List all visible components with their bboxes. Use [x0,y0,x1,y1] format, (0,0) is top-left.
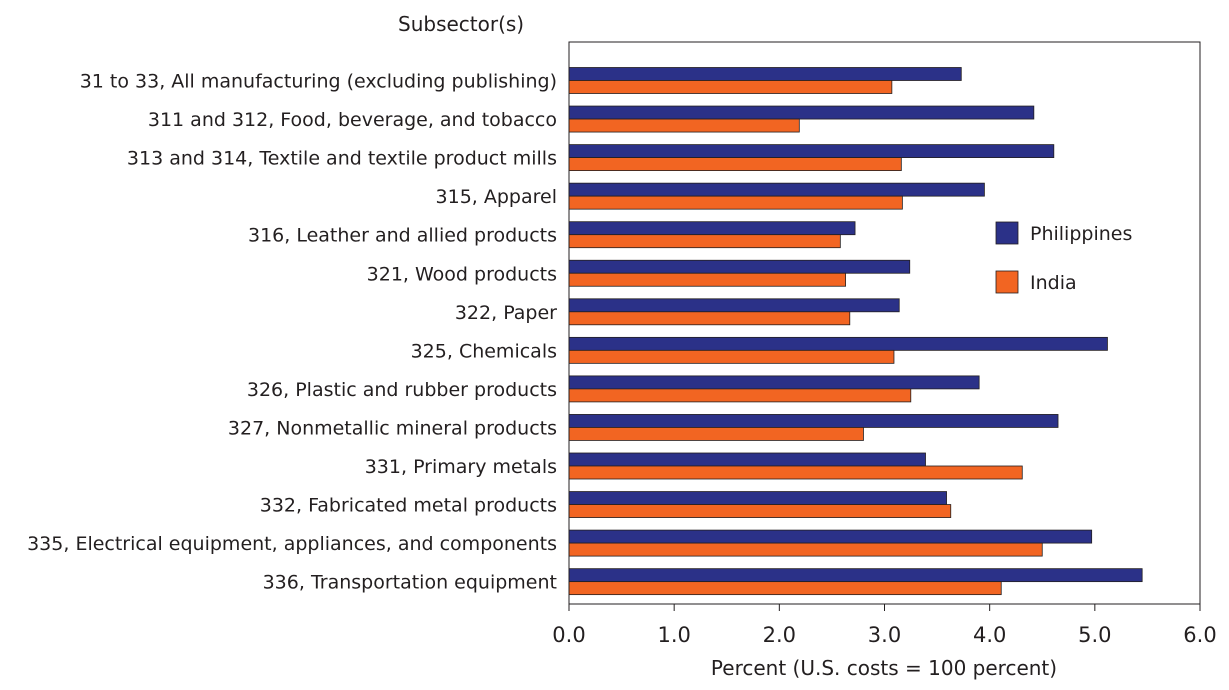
x-axis-title: Percent (U.S. costs = 100 percent) [711,656,1057,680]
legend-swatch-philippines [995,221,1019,245]
bar-india-3 [568,195,903,210]
category-labels: 31 to 33, All manufacturing (excluding p… [27,71,557,594]
bars-group [568,67,1143,596]
bar-philippines-6 [568,298,900,313]
bar-philippines-3 [568,182,985,197]
category-label: 331, Primary metals [365,456,557,478]
bar-india-7 [568,349,895,364]
x-tick-label: 5.0 [1078,623,1111,647]
category-label: 311 and 312, Food, beverage, and tobacco [148,109,557,131]
bar-india-10 [568,465,1023,480]
bar-india-6 [568,311,851,326]
category-label: 321, Wood products [367,263,557,285]
x-tick-label: 2.0 [763,623,796,647]
category-label: 322, Paper [455,302,557,324]
bar-philippines-11 [568,491,947,505]
category-label: 326, Plastic and rubber products [247,379,557,401]
bar-india-2 [568,157,902,172]
bar-india-4 [568,234,841,249]
bar-philippines-0 [568,67,962,81]
bar-india-9 [568,427,864,441]
category-label: 31 to 33, All manufacturing (excluding p… [80,71,557,93]
category-label: 335, Electrical equipment, appliances, a… [27,533,557,555]
bar-india-1 [568,118,800,133]
bar-philippines-12 [568,529,1093,544]
category-label: 336, Transportation equipment [263,572,557,594]
bar-philippines-4 [568,221,856,236]
x-axis-ticks: 0.0 1.0 2.0 3.0 4.0 5.0 6.0 [552,604,1217,647]
legend-label-india: India [1030,272,1077,294]
bar-philippines-13 [568,568,1143,583]
category-label: 325, Chemicals [411,340,557,362]
category-label: 316, Leather and allied products [248,225,557,247]
category-label: 327, Nonmetallic mineral products [228,417,557,439]
bar-philippines-10 [568,452,926,467]
bar-philippines-9 [568,414,1059,428]
bar-philippines-2 [568,144,1055,159]
bar-india-8 [568,388,912,403]
bar-philippines-7 [568,336,1108,351]
legend-label-philippines: Philippines [1030,223,1132,245]
bar-india-11 [568,504,952,518]
bar-philippines-5 [568,259,911,274]
y-axis-title: Subsector(s) [398,12,524,36]
legend-swatch-india [995,270,1019,294]
bar-india-12 [568,542,1043,557]
category-label: 315, Apparel [436,186,557,208]
x-tick-label: 0.0 [552,623,585,647]
x-tick-label: 3.0 [868,623,901,647]
bar-india-13 [568,581,1002,596]
legend: Philippines India [995,221,1132,294]
category-label: 332, Fabricated metal products [260,495,557,517]
x-tick-label: 6.0 [1183,623,1216,647]
category-label: 313 and 314, Textile and textile product… [127,148,557,170]
bar-philippines-8 [568,375,980,390]
x-tick-label: 4.0 [973,623,1006,647]
bar-india-5 [568,272,846,287]
x-tick-label: 1.0 [657,623,690,647]
bar-india-0 [568,80,893,94]
bar-philippines-1 [568,105,1035,120]
